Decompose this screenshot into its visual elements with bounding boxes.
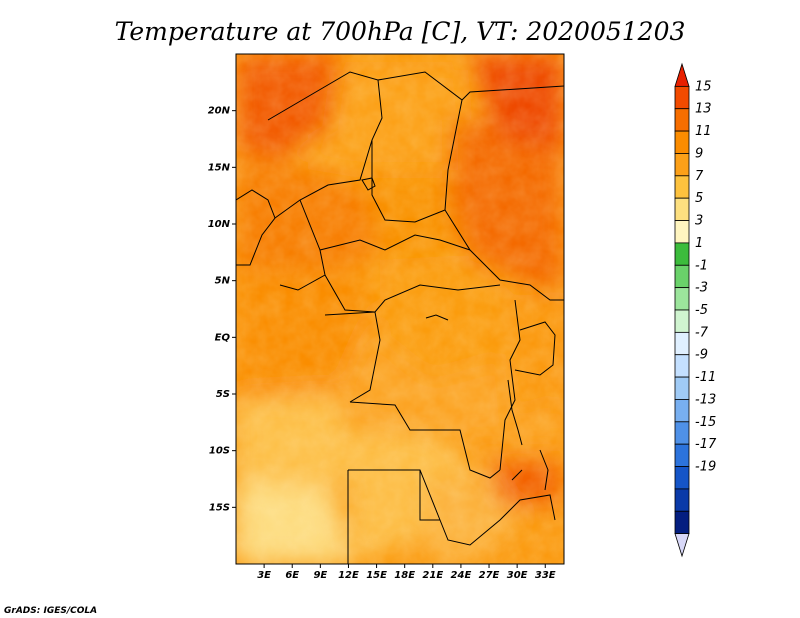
x-tick-label: 15E [366, 570, 387, 581]
colorbar-label: -15 [695, 415, 716, 430]
y-tick-label: 10N [208, 219, 231, 230]
colorbar-swatch [674, 197, 690, 221]
lake-victoria [514, 321, 556, 376]
colorbar-label: -11 [695, 370, 716, 385]
colorbar-label: -17 [695, 437, 717, 452]
colorbar-label: 15 [695, 79, 712, 94]
country-borders [236, 71, 564, 564]
colorbar-swatch [674, 399, 690, 423]
x-tick-label: 12E [338, 570, 359, 581]
colorbar-label: 3 [695, 214, 703, 229]
y-tick-label: 15S [209, 502, 230, 513]
border-southern [348, 469, 556, 546]
x-tick-label: 24E [451, 570, 472, 581]
colorbar-label: 11 [695, 124, 712, 139]
colorbar-swatch [674, 488, 690, 512]
colorbar-swatch [674, 510, 690, 535]
colorbar-swatch [674, 85, 690, 110]
colorbar-bottom-arrow [674, 533, 690, 558]
border-drc-angola [349, 401, 501, 479]
colorbar-swatch [674, 309, 690, 333]
y-tick-label: 15N [208, 162, 231, 173]
border-car [319, 234, 471, 251]
y-tick-label: 5N [215, 276, 231, 287]
x-tick-label: 18E [394, 570, 415, 581]
colorbar-swatch [674, 443, 690, 467]
colorbar-label: 13 [695, 102, 712, 117]
colorbar-label: -19 [695, 460, 716, 475]
colorbar-swatch [674, 466, 690, 490]
colorbar-label: -1 [695, 258, 708, 273]
y-axis-ticks: 20N 15N 10N 5N EQ 5S 10S 15S [208, 106, 236, 513]
temperature-field [236, 54, 564, 564]
map-frame [235, 53, 565, 565]
x-tick-label: 21E [422, 570, 443, 581]
colorbar-swatch [674, 264, 690, 289]
lake-malawi [539, 449, 549, 491]
y-tick-label: 5S [216, 389, 230, 400]
x-tick-label: 9E [313, 570, 327, 581]
colorbar-swatch [674, 220, 690, 244]
x-tick-label: 33E [535, 570, 556, 581]
x-tick-label: 3E [257, 570, 271, 581]
x-tick-label: 6E [285, 570, 299, 581]
colorbar-swatch [674, 108, 690, 132]
y-tick-label: EQ [215, 332, 231, 343]
colorbar-swatch [674, 421, 690, 445]
border-sudan [444, 209, 564, 301]
border-zambia [419, 470, 440, 521]
colorbar-swatch [674, 354, 690, 378]
colorbar-swatch [674, 331, 690, 356]
y-tick-label: 20N [208, 106, 231, 117]
x-tick-label: 27E [479, 570, 500, 581]
colorbar-label: -3 [695, 281, 708, 296]
chart-title: Temperature at 700hPa [C], VT: 202005120… [115, 17, 686, 46]
colorbar-label: 9 [695, 146, 703, 161]
x-axis-ticks: 3E 6E 9E 12E 15E 18E 21E 24E 27E 30E 33E [257, 564, 556, 581]
colorbar-label: -9 [695, 348, 708, 363]
colorbar-label: 7 [695, 169, 704, 184]
border-gabon-congo [324, 311, 381, 403]
grads-credit: GrADS: IGES/COLA [4, 606, 97, 616]
colorbar-swatch [674, 242, 690, 266]
colorbar-swatch [674, 376, 690, 400]
colorbar-swatch [674, 175, 690, 199]
colorbar-label: 1 [695, 236, 703, 251]
x-tick-label: 30E [507, 570, 528, 581]
border-egypt-libya [461, 85, 564, 101]
river-congo [425, 314, 449, 321]
colorbar-swatch [674, 130, 690, 154]
colorbar-label: 5 [695, 191, 703, 206]
colorbar-label: -5 [695, 303, 708, 318]
colorbar-swatch [674, 153, 690, 177]
lake-mweru [511, 469, 523, 481]
border-congo-north [324, 274, 501, 313]
y-tick-label: 10S [209, 446, 230, 457]
colorbar: 15 13 11 9 7 5 3 1 -1 -3 -5 -7 -9 -11 -13 -15 -17 -19 [674, 62, 717, 558]
border-great-lakes [499, 299, 521, 471]
colorbar-label: -7 [695, 325, 709, 340]
field-texture [236, 54, 564, 564]
colorbar-swatch [674, 287, 690, 311]
colorbar-top-arrow [674, 62, 690, 87]
lake-tanganyika [507, 379, 523, 446]
colorbar-label: -13 [695, 392, 716, 407]
border-chad [371, 71, 463, 223]
lake-chad [361, 177, 376, 191]
